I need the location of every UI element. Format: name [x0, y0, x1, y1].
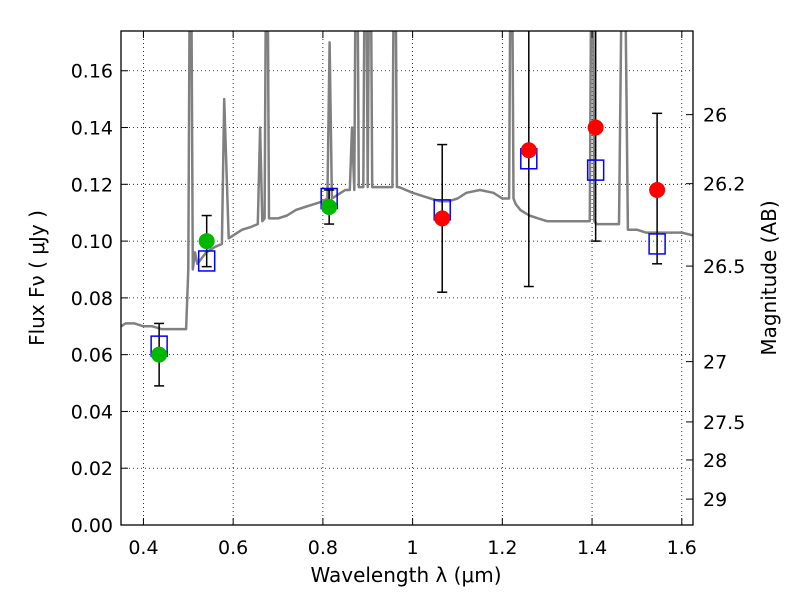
y2-tick-label: 28 [703, 450, 727, 472]
y-tick-label: 0.16 [71, 61, 113, 83]
model-box-marker [197, 250, 216, 272]
x-axis-label: Wavelength λ (μm) [310, 563, 501, 587]
x-tick-label: 0.8 [308, 537, 338, 559]
model-box-marker [586, 159, 605, 181]
green-data-point [321, 199, 338, 216]
y2-tick-label: 27 [703, 352, 727, 374]
y2-tick-label: 29 [703, 489, 727, 511]
y2-tick-label: 26 [703, 105, 727, 127]
red-data-point [649, 181, 666, 198]
x-tick-label: 0.4 [128, 537, 158, 559]
red-data-point [587, 119, 604, 136]
model-box-marker [648, 233, 666, 255]
red-data-point [520, 142, 537, 159]
y-tick-label: 0.12 [71, 174, 113, 196]
y-axis-label: Flux Fν ( μJy ) [25, 210, 49, 346]
y-tick-label: 0.10 [71, 231, 113, 253]
x-tick-label: 1 [407, 537, 419, 559]
x-tick-label: 1.2 [487, 537, 517, 559]
axis-ticks: 0.4 0.6 0.8 1 1.2 1.4 1.6 0.00 0.02 0.04 0.06 0.08 0… [71, 31, 745, 559]
y2-tick-label: 26.2 [703, 174, 745, 196]
green-data-point [198, 233, 215, 250]
y-tick-label: 0.04 [71, 401, 113, 423]
y2-tick-label: 27.5 [703, 412, 745, 434]
y-tick-label: 0.14 [71, 118, 113, 140]
y-tick-label: 0.08 [71, 288, 113, 310]
x-tick-label: 1.6 [667, 537, 697, 559]
x-tick-label: 1.4 [577, 537, 607, 559]
plot-frame [120, 30, 694, 526]
y-tick-label: 0.06 [71, 345, 113, 367]
y2-tick-label: 26.5 [703, 256, 745, 278]
red-data-point [434, 210, 451, 227]
x-tick-label: 0.6 [218, 537, 248, 559]
y-tick-label: 0.02 [71, 458, 113, 480]
y-tick-label: 0.00 [71, 515, 113, 537]
photometry-series [150, 31, 666, 387]
y2-axis-label: Magnitude (AB) [757, 200, 781, 355]
green-data-point [151, 346, 168, 363]
